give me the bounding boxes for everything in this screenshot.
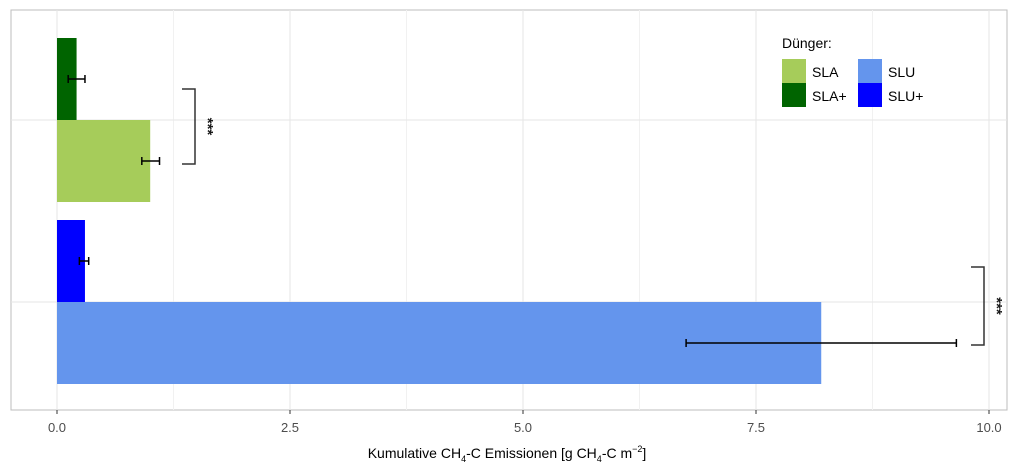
significance-brackets: *** *** (182, 88, 1005, 346)
legend-title: Dünger: (782, 35, 832, 51)
legend-key-slu-plus (858, 83, 882, 107)
significance-label-2: *** (988, 297, 1005, 315)
bar-sla (57, 120, 151, 202)
legend-label-sla: SLA (812, 64, 839, 80)
legend-label-slu-plus: SLU+ (888, 88, 923, 104)
legend-label-sla-plus: SLA+ (812, 88, 847, 104)
x-tick-label-3: 7.5 (747, 420, 765, 435)
bar-sla-plus (57, 38, 77, 120)
significance-bracket-2 (971, 266, 985, 346)
x-tick-label-0: 0.0 (48, 420, 66, 435)
x-axis: 0.0 2.5 5.0 7.5 10.0 (48, 410, 1002, 435)
error-bars (67, 75, 958, 347)
legend-key-sla-plus (782, 83, 806, 107)
x-axis-title: Kumulative CH4-C Emissionen [g CH4-C m−2… (368, 444, 647, 464)
legend-key-sla (782, 59, 806, 83)
significance-label-1: *** (199, 118, 216, 136)
legend-key-slu (858, 59, 882, 83)
x-tick-label-4: 10.0 (976, 420, 1001, 435)
significance-bracket-1 (182, 88, 196, 165)
x-tick-label-1: 2.5 (281, 420, 299, 435)
legend-label-slu: SLU (888, 64, 915, 80)
legend: Dünger: SLA SLU SLA+ SLU+ (782, 35, 923, 107)
x-tick-label-2: 5.0 (514, 420, 532, 435)
